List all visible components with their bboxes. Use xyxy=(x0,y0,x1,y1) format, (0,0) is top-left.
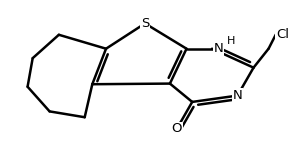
Text: O: O xyxy=(172,122,182,135)
Text: N: N xyxy=(233,89,242,102)
Text: Cl: Cl xyxy=(276,28,289,41)
Text: H: H xyxy=(227,36,236,46)
Text: N: N xyxy=(213,42,223,55)
Text: S: S xyxy=(141,17,149,30)
